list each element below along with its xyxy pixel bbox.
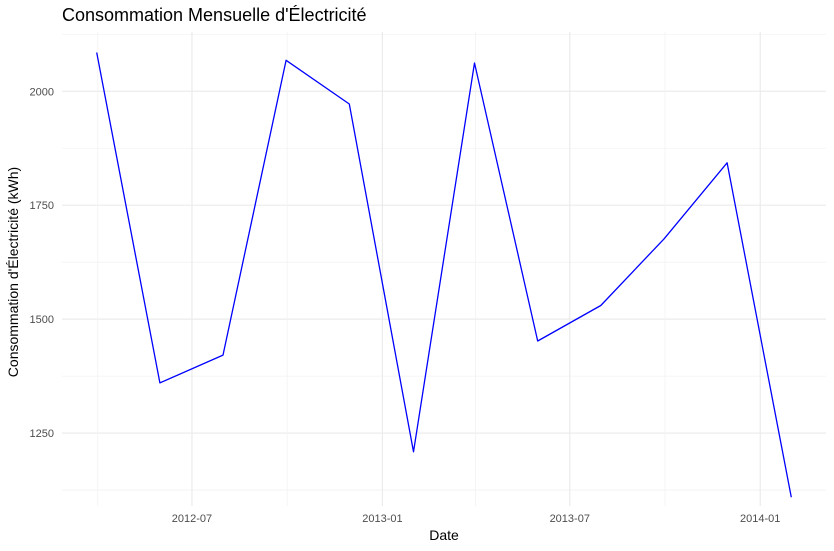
chart-title: Consommation Mensuelle d'Électricité xyxy=(62,5,367,25)
x-tick-label: 2013-01 xyxy=(362,513,402,525)
data-marks xyxy=(96,52,792,498)
x-axis-title: Date xyxy=(429,527,459,543)
y-tick-label: 1750 xyxy=(30,200,54,212)
y-axis-title: Consommation d'Électricité (kWh) xyxy=(5,167,21,377)
y-tick-label: 1250 xyxy=(30,428,54,440)
grid xyxy=(62,32,826,506)
x-tick-label: 2014-01 xyxy=(740,513,780,525)
x-tick-label: 2013-07 xyxy=(550,513,590,525)
axis-ticks: 1250 1500 1750 2000 2012-07 2013-01 2013-07 201… xyxy=(30,86,781,525)
x-tick-label: 2012-07 xyxy=(172,513,212,525)
y-tick-label: 1500 xyxy=(30,314,54,326)
series-line xyxy=(96,52,792,498)
y-tick-label: 2000 xyxy=(30,86,54,98)
